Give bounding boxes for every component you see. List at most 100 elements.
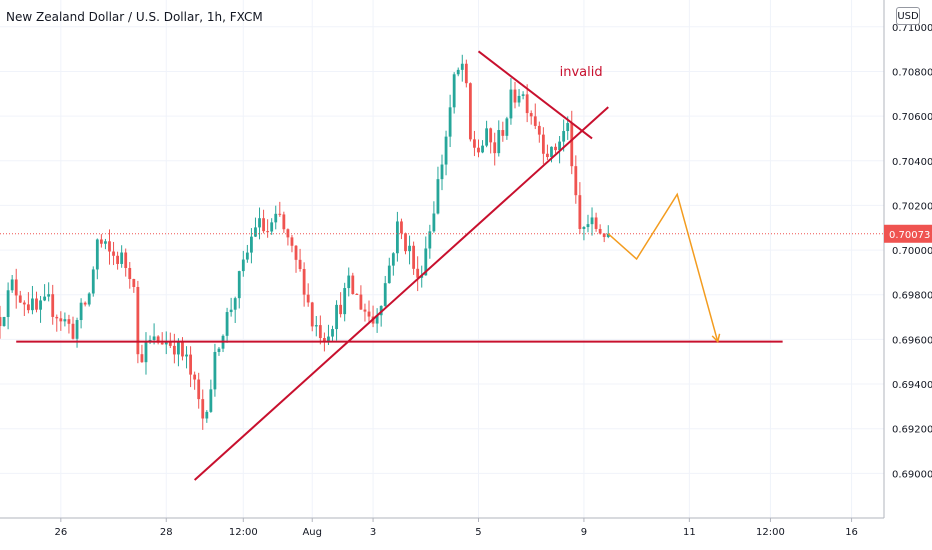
- candle-body: [95, 239, 99, 270]
- y-tick-label: 0.69600: [892, 335, 932, 346]
- descending-trendline: [477, 50, 593, 140]
- candle-body: [35, 298, 38, 310]
- candle-body: [225, 312, 229, 336]
- candle-body: [6, 290, 10, 317]
- candle-body: [521, 94, 525, 96]
- candle-body: [63, 319, 67, 322]
- candle-body: [428, 231, 432, 249]
- ascending-trendline: [193, 106, 609, 481]
- candle-body: [164, 341, 168, 345]
- candle-body: [375, 315, 379, 324]
- candle-body: [99, 239, 103, 244]
- x-tick-label: 12:00: [229, 527, 258, 538]
- candle-body: [452, 74, 456, 108]
- candle-body: [314, 325, 318, 327]
- candle-body: [282, 214, 286, 230]
- y-tick-label: 0.70600: [892, 112, 932, 123]
- candle-body: [550, 146, 553, 158]
- candle-body: [47, 294, 51, 297]
- candle-body: [104, 241, 107, 244]
- projection-arrowhead: [711, 333, 721, 344]
- y-tick-label: 0.70400: [892, 157, 932, 168]
- candle-body: [270, 222, 274, 232]
- candle-body: [209, 389, 213, 412]
- last-price-badge: [884, 224, 932, 243]
- candle-body: [590, 217, 594, 225]
- last-price-label: 0.70073: [889, 230, 930, 241]
- candle-body: [598, 228, 602, 234]
- candle-body: [343, 288, 347, 315]
- candle-body: [233, 298, 237, 310]
- candle-body: [156, 336, 160, 343]
- candle-body: [408, 245, 411, 252]
- candle-body: [383, 283, 387, 306]
- candle-body: [87, 293, 91, 305]
- candle-body: [489, 128, 493, 143]
- candle-body: [367, 311, 371, 317]
- candle-body: [558, 141, 561, 151]
- candle-body: [570, 123, 574, 167]
- candle-body: [318, 325, 322, 339]
- candle-body: [144, 341, 148, 363]
- candle-body: [339, 304, 343, 315]
- candle-body: [424, 248, 428, 276]
- x-tick-label: 28: [160, 527, 173, 538]
- candle-body: [347, 275, 351, 289]
- candle-body: [351, 275, 355, 294]
- candle-body: [128, 267, 132, 280]
- candle-body: [416, 268, 420, 278]
- candle-body: [331, 329, 334, 337]
- candle-body: [2, 316, 6, 327]
- candle-body: [213, 351, 217, 390]
- grid-lines: [0, 0, 884, 518]
- candle-body: [116, 255, 119, 264]
- candle-body: [546, 153, 549, 158]
- candle-body: [554, 146, 557, 151]
- candle-body: [205, 411, 209, 419]
- candle-body: [541, 134, 545, 154]
- currency-button[interactable]: USD: [896, 7, 920, 25]
- y-tick-label: 0.71000: [892, 23, 932, 34]
- candle-body: [22, 302, 26, 305]
- candle-body: [440, 164, 444, 180]
- candle-body: [286, 229, 290, 238]
- candle-body: [359, 294, 363, 310]
- candle-body: [298, 259, 302, 269]
- candle-body: [323, 338, 326, 343]
- candle-body: [168, 341, 172, 346]
- candle-body: [529, 113, 533, 117]
- candle-body: [456, 69, 460, 75]
- candle-body: [582, 227, 586, 229]
- candle-body: [477, 147, 480, 153]
- candle-body: [132, 279, 136, 287]
- candle-body: [602, 233, 606, 238]
- candle-body: [229, 309, 233, 313]
- candle-body: [562, 131, 566, 142]
- candle-body: [201, 399, 205, 419]
- x-tick-label: 3: [370, 527, 376, 538]
- candle-body: [172, 345, 176, 355]
- candle-body: [294, 245, 298, 260]
- candle-body: [245, 252, 249, 260]
- candle-body: [468, 83, 472, 140]
- y-tick-label: 0.69200: [892, 425, 932, 436]
- candle-body: [177, 341, 180, 355]
- candle-body: [160, 342, 164, 345]
- candle-body: [391, 253, 395, 266]
- candle-body: [79, 302, 83, 321]
- candle-body: [493, 142, 497, 154]
- candle-body: [124, 252, 128, 268]
- candle-body: [193, 374, 197, 380]
- candle-body: [436, 179, 440, 214]
- candle-body: [578, 195, 582, 229]
- candle-body: [574, 166, 578, 196]
- candle-body: [594, 217, 598, 229]
- candle-body: [10, 279, 14, 291]
- candle-body: [327, 336, 330, 343]
- candle-body: [485, 128, 489, 146]
- candle-body: [310, 302, 314, 327]
- candle-body: [481, 145, 484, 153]
- candle-body: [412, 245, 416, 269]
- candle-body: [254, 227, 257, 237]
